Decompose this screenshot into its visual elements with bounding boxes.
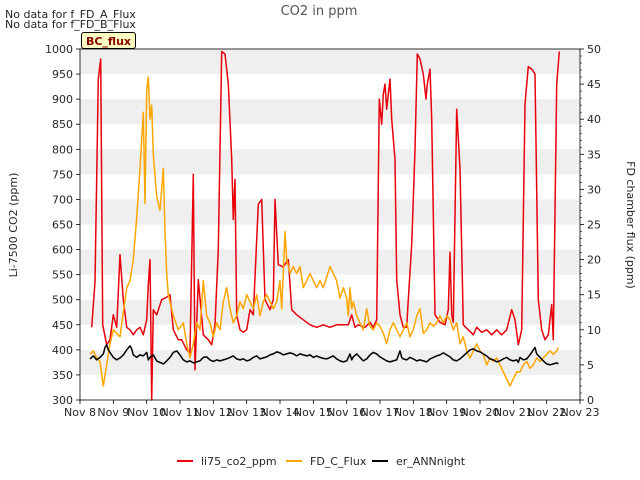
y-axis-left-label: Li-7500 CO2 (ppm) <box>7 173 20 278</box>
background-band <box>80 199 580 225</box>
x-tick-label: Nov 13 <box>227 406 266 419</box>
x-tick-label: Nov 15 <box>294 406 333 419</box>
y-right-tick-label: 30 <box>587 183 601 196</box>
x-tick-label: Nov 17 <box>361 406 400 419</box>
y-left-tick-label: 550 <box>52 269 73 282</box>
x-tick-label: Nov 8 <box>64 406 96 419</box>
y-left-tick-label: 400 <box>52 344 73 357</box>
series-group <box>89 50 561 401</box>
y-right-tick-label: 20 <box>587 254 601 267</box>
legend-swatch-er-annnight <box>372 460 388 462</box>
bc-flux-badge: BC_flux <box>81 32 136 49</box>
legend-label-li75: li75_co2_ppm <box>201 454 277 468</box>
y-left-tick-label: 300 <box>52 394 73 407</box>
x-tick-label: Nov 14 <box>261 406 300 419</box>
x-tick-label: Nov 10 <box>127 406 166 419</box>
x-tick-label: Nov 23 <box>561 406 600 419</box>
legend-swatch-li75 <box>177 460 193 462</box>
legend-label-fd-c-flux: FD_C_Flux <box>310 454 367 468</box>
y-left-tick-label: 650 <box>52 219 73 232</box>
y-left-tick-label: 800 <box>52 143 73 156</box>
x-tick-label: Nov 20 <box>461 406 500 419</box>
y-axis-right-label: FD chamber flux (ppm) <box>624 161 637 289</box>
y-right-tick-label: 15 <box>587 289 601 302</box>
series-line-li75-co2-ppm <box>90 50 561 401</box>
legend: li75_co2_ppm FD_C_Flux er_ANNnight <box>0 452 640 470</box>
chart-title: CO2 in ppm <box>281 4 358 19</box>
x-tick-label: Nov 22 <box>527 406 566 419</box>
legend-item-li75: li75_co2_ppm <box>177 452 277 470</box>
x-tick-label: Nov 12 <box>194 406 233 419</box>
y-left-tick-label: 700 <box>52 193 73 206</box>
x-tick-label: Nov 19 <box>427 406 466 419</box>
y-left-tick-label: 750 <box>52 168 73 181</box>
legend-label-er-annnight: er_ANNnight <box>396 454 466 468</box>
y-right-tick-label: 40 <box>587 113 601 126</box>
x-tick-label: Nov 18 <box>394 406 433 419</box>
y-left-tick-label: 450 <box>52 319 73 332</box>
y-left-tick-label: 850 <box>52 118 73 131</box>
y-left-tick-label: 900 <box>52 93 73 106</box>
series-line-fd-c-flux <box>89 76 559 387</box>
x-tick-label: Nov 21 <box>494 406 533 419</box>
background-band <box>80 249 580 275</box>
plot-background-bands <box>80 49 580 375</box>
y-left-tick-label: 600 <box>52 244 73 257</box>
y-right-tick-label: 50 <box>587 43 601 56</box>
series-line-er-annnight <box>89 344 559 366</box>
legend-item-fd-c-flux: FD_C_Flux <box>286 452 366 470</box>
y-left-tick-label: 950 <box>52 68 73 81</box>
y-right-tick-label: 45 <box>587 78 601 91</box>
y-right-tick-label: 0 <box>587 394 594 407</box>
x-tick-label: Nov 11 <box>161 406 200 419</box>
y-left-tick-label: 350 <box>52 369 73 382</box>
background-band <box>80 99 580 125</box>
legend-swatch-fd-c-flux <box>286 460 302 462</box>
y-right-tick-label: 10 <box>587 324 601 337</box>
axes-group: 3003504004505005506006507007508008509009… <box>45 43 601 419</box>
y-right-tick-label: 5 <box>587 359 594 372</box>
background-band <box>80 299 580 325</box>
background-band <box>80 349 580 375</box>
background-band <box>80 49 580 75</box>
y-right-tick-label: 35 <box>587 148 601 161</box>
x-tick-label: Nov 9 <box>97 406 129 419</box>
y-left-tick-label: 1000 <box>45 43 73 56</box>
x-tick-label: Nov 16 <box>327 406 366 419</box>
y-left-tick-label: 500 <box>52 294 73 307</box>
no-data-note-b: No data for f_FD_B_Flux <box>5 18 136 31</box>
no-data-note-a: No data for f_FD_A_Flux <box>5 8 136 21</box>
legend-item-er-annnight: er_ANNnight <box>372 452 465 470</box>
y-right-tick-label: 25 <box>587 219 601 232</box>
